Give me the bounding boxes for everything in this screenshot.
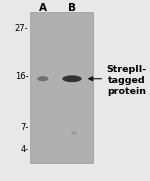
Text: 4-: 4- [20, 145, 28, 154]
Ellipse shape [37, 76, 48, 81]
Ellipse shape [71, 131, 77, 135]
Text: StrepII-
tagged
protein: StrepII- tagged protein [107, 65, 147, 96]
Text: 16-: 16- [15, 72, 28, 81]
Text: A: A [39, 3, 47, 13]
Text: 7-: 7- [20, 123, 28, 132]
Text: 27-: 27- [15, 24, 28, 33]
Text: B: B [68, 3, 76, 13]
Ellipse shape [62, 75, 82, 82]
FancyBboxPatch shape [30, 12, 93, 163]
